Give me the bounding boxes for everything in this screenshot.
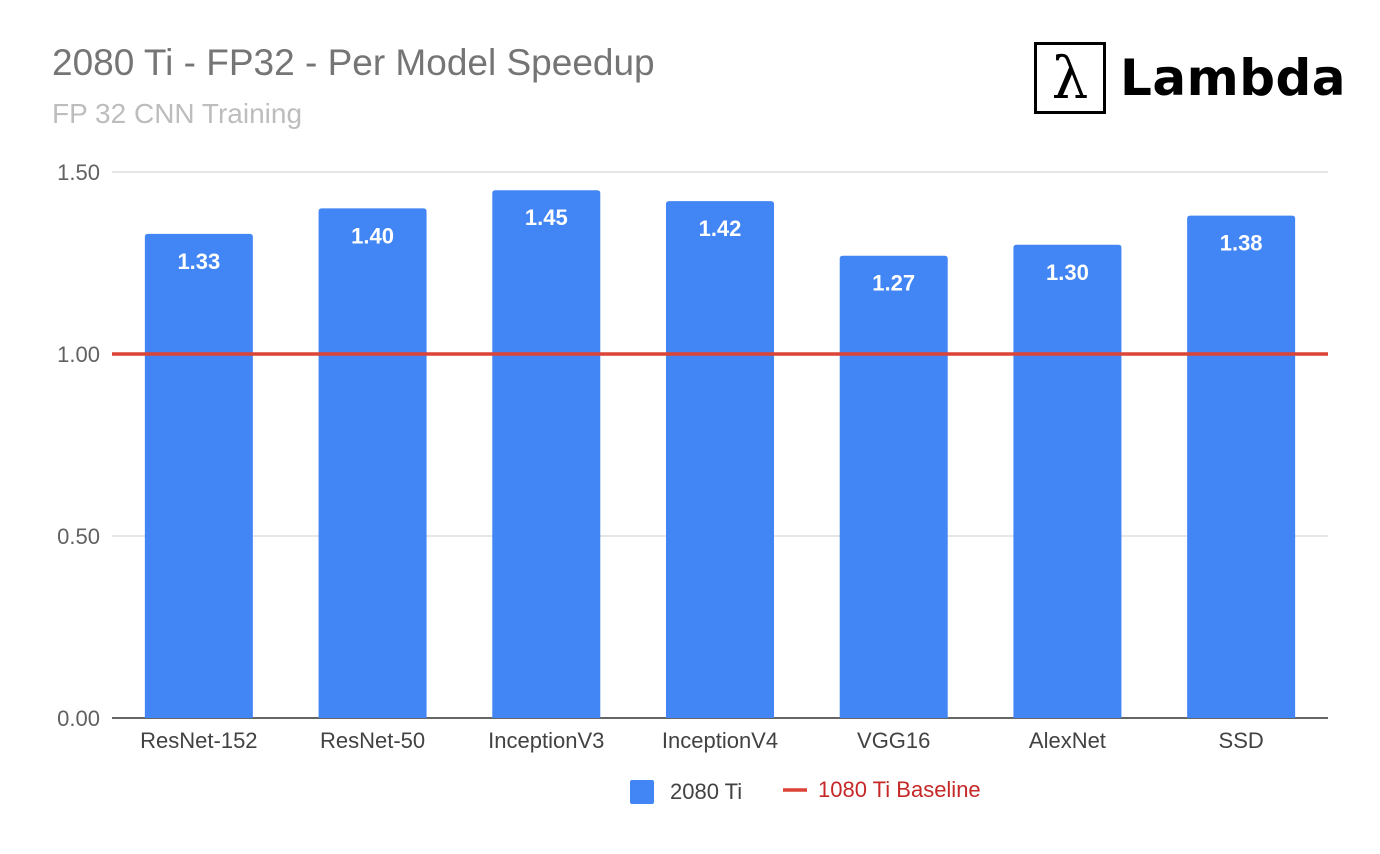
bar [839, 255, 948, 718]
bar [1187, 215, 1296, 718]
bar [1013, 244, 1122, 719]
bar [492, 190, 601, 718]
bar [666, 201, 774, 718]
data-label: 1.42 [699, 216, 742, 241]
legend-label-2080ti: 2080 Ti [670, 779, 742, 804]
lambda-logo: λ Lambda [1034, 40, 1346, 115]
bar [318, 208, 427, 718]
legend-swatch-2080ti [630, 780, 654, 804]
data-label: 1.33 [177, 249, 220, 274]
chart-title: 2080 Ti - FP32 - Per Model Speedup [52, 42, 655, 83]
x-tick-label: ResNet-152 [140, 728, 257, 753]
data-label: 1.27 [872, 271, 915, 296]
y-tick-label: 0.00 [57, 706, 100, 731]
chart-subtitle: FP 32 CNN Training [52, 98, 303, 129]
legend-label-baseline: 1080 Ti Baseline [818, 777, 981, 802]
x-tick-label: SSD [1219, 728, 1264, 753]
lambda-logo-icon: λ [1034, 41, 1106, 114]
data-label: 1.45 [525, 205, 568, 230]
x-tick-label: InceptionV3 [488, 728, 604, 753]
y-tick-label: 1.00 [57, 342, 100, 367]
data-label: 1.40 [351, 223, 394, 248]
x-tick-label: ResNet-50 [320, 728, 425, 753]
x-tick-label: VGG16 [857, 728, 930, 753]
y-tick-label: 1.50 [57, 160, 100, 185]
x-tick-label: InceptionV4 [662, 728, 778, 753]
y-tick-label: 0.50 [57, 524, 100, 549]
data-label: 1.38 [1220, 231, 1263, 256]
data-label: 1.30 [1046, 260, 1089, 285]
bar [144, 233, 253, 718]
x-tick-label: AlexNet [1029, 728, 1106, 753]
lambda-logo-text: Lambda [1120, 48, 1347, 107]
